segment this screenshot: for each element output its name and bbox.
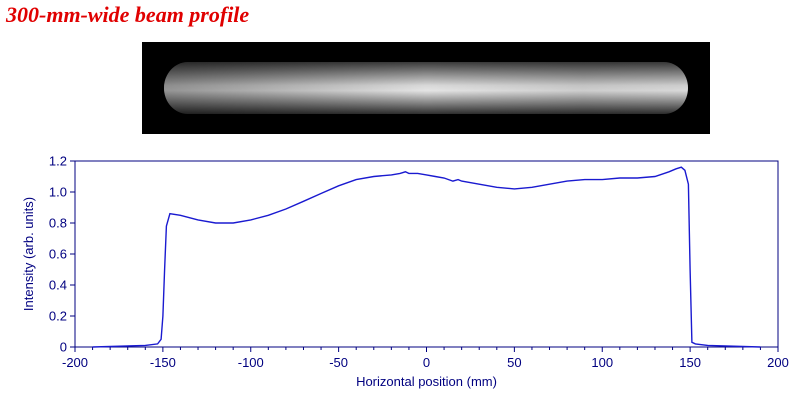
x-tick-label: 150 — [679, 355, 701, 370]
y-axis-label: Intensity (arb. units) — [21, 197, 36, 311]
beam-camera-image — [142, 42, 710, 134]
x-tick-label: 0 — [423, 355, 430, 370]
y-tick-label: 0.6 — [49, 247, 67, 262]
intensity-series-line — [92, 166, 761, 348]
x-axis-label: Horizontal position (mm) — [356, 374, 497, 389]
beam-profile-chart: 0 0.2 0.4 0.6 0.8 1.0 1.2 -200 -150 -100 -50 0 50 10… — [21, 154, 789, 390]
y-tick-label: 1.0 — [49, 185, 67, 200]
x-tick-label: -100 — [238, 355, 264, 370]
y-axis-ticks: 0 0.2 0.4 0.6 0.8 1.0 1.2 — [49, 154, 75, 355]
plot-frame — [74, 160, 779, 348]
x-tick-label: 100 — [591, 355, 613, 370]
x-axis-ticks: -200 -150 -100 -50 0 50 100 150 200 — [62, 347, 789, 370]
y-tick-label: 0.4 — [49, 278, 67, 293]
x-tick-label: 200 — [767, 355, 789, 370]
x-tick-label: -150 — [150, 355, 176, 370]
y-tick-label: 0.2 — [49, 309, 67, 324]
x-tick-label: -50 — [329, 355, 348, 370]
y-tick-label: 0.8 — [49, 216, 67, 231]
y-tick-label: 1.2 — [49, 154, 67, 169]
x-tick-label: -200 — [62, 355, 88, 370]
y-tick-label: 0 — [60, 340, 67, 355]
page-title: 300-mm-wide beam profile — [6, 2, 250, 27]
x-tick-label: 50 — [507, 355, 521, 370]
